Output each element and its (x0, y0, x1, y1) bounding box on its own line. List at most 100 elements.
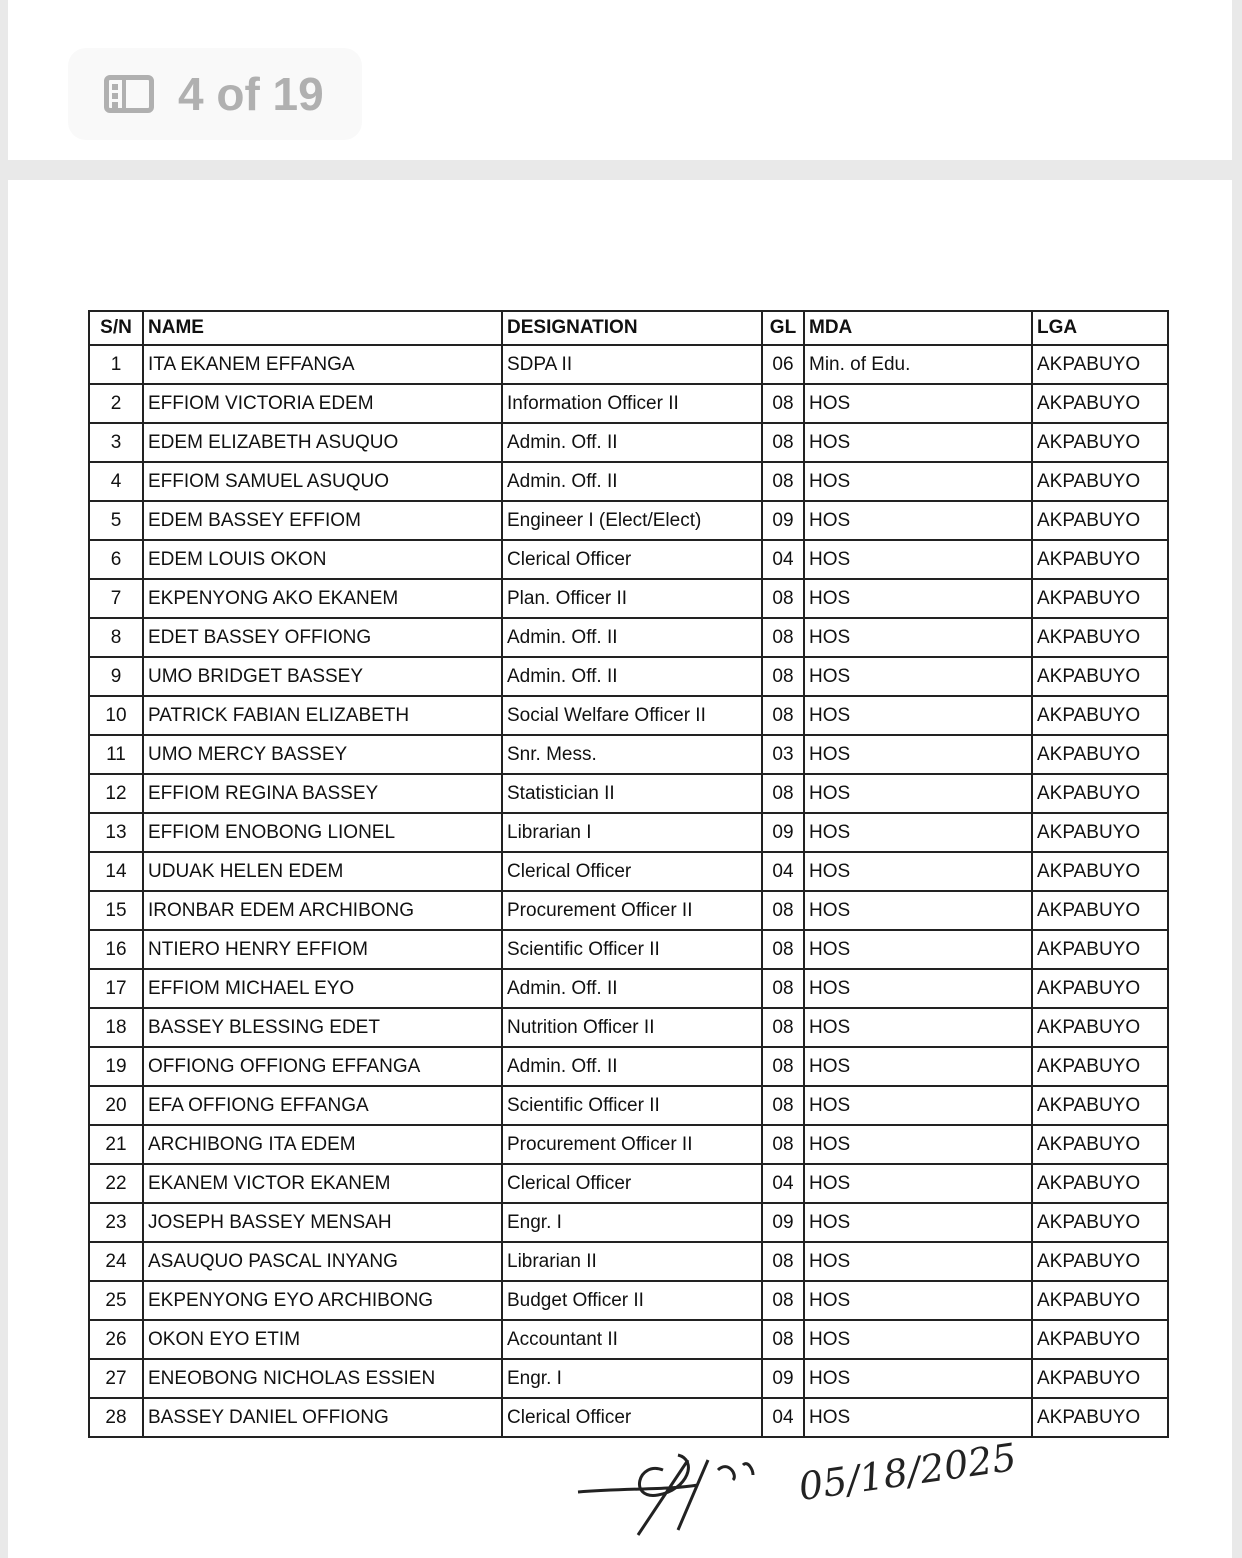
cell-designation: Clerical Officer (501, 539, 763, 580)
cell-name: UDUAK HELEN EDEM (142, 851, 503, 892)
cell-mda: HOS (803, 383, 1033, 424)
cell-gl: 08 (761, 1319, 805, 1360)
cell-sn: 17 (88, 968, 144, 1009)
cell-gl: 06 (761, 344, 805, 385)
cell-gl: 08 (761, 461, 805, 502)
cell-lga: AKPABUYO (1031, 383, 1169, 424)
cell-name: JOSEPH BASSEY MENSAH (142, 1202, 503, 1243)
cell-lga: AKPABUYO (1031, 422, 1169, 463)
cell-mda: HOS (803, 734, 1033, 775)
cell-name: OFFIONG OFFIONG EFFANGA (142, 1046, 503, 1087)
cell-designation: Clerical Officer (501, 1163, 763, 1204)
cell-designation: Admin. Off. II (501, 968, 763, 1009)
cell-gl: 08 (761, 578, 805, 619)
cell-designation: SDPA II (501, 344, 763, 385)
cell-mda: HOS (803, 461, 1033, 502)
cell-name: UMO MERCY BASSEY (142, 734, 503, 775)
cell-gl: 08 (761, 968, 805, 1009)
cell-designation: Procurement Officer II (501, 1124, 763, 1165)
cell-gl: 08 (761, 422, 805, 463)
header-lga: LGA (1031, 310, 1169, 346)
cell-mda: HOS (803, 1085, 1033, 1126)
cell-gl: 08 (761, 773, 805, 814)
cell-name: EDEM LOUIS OKON (142, 539, 503, 580)
cell-mda: HOS (803, 890, 1033, 931)
cell-gl: 08 (761, 383, 805, 424)
cell-sn: 24 (88, 1241, 144, 1282)
cell-name: ENEOBONG NICHOLAS ESSIEN (142, 1358, 503, 1399)
cell-gl: 08 (761, 695, 805, 736)
cell-sn: 28 (88, 1397, 144, 1438)
cell-name: EFFIOM ENOBONG LIONEL (142, 812, 503, 853)
cell-mda: HOS (803, 1358, 1033, 1399)
cell-name: EDET BASSEY OFFIONG (142, 617, 503, 658)
table-row: 28 BASSEY DANIEL OFFIONG Clerical Officer 0… (88, 1397, 1169, 1438)
cell-mda: HOS (803, 773, 1033, 814)
table-row: 4 EFFIOM SAMUEL ASUQUO Admin. Off. II 08 HOS… (88, 461, 1169, 502)
cell-gl: 04 (761, 851, 805, 892)
header-designation: DESIGNATION (501, 310, 763, 346)
cell-mda: HOS (803, 1007, 1033, 1048)
cell-designation: Accountant II (501, 1319, 763, 1360)
cell-designation: Librarian I (501, 812, 763, 853)
cell-name: EKPENYONG EYO ARCHIBONG (142, 1280, 503, 1321)
cell-name: EKANEM VICTOR EKANEM (142, 1163, 503, 1204)
cell-sn: 27 (88, 1358, 144, 1399)
cell-name: BASSEY DANIEL OFFIONG (142, 1397, 503, 1438)
cell-designation: Procurement Officer II (501, 890, 763, 931)
cell-name: IRONBAR EDEM ARCHIBONG (142, 890, 503, 931)
table-row: 7 EKPENYONG AKO EKANEM Plan. Officer II 08 H… (88, 578, 1169, 619)
cell-name: EDEM ELIZABETH ASUQUO (142, 422, 503, 463)
cell-gl: 08 (761, 1241, 805, 1282)
cell-lga: AKPABUYO (1031, 1319, 1169, 1360)
header-gl: GL (761, 310, 805, 346)
table-row: 18 BASSEY BLESSING EDET Nutrition Officer … (88, 1007, 1169, 1048)
table-row: 24 ASAUQUO PASCAL INYANG Librarian II 08 HOS… (88, 1241, 1169, 1282)
header-sn: S/N (88, 310, 144, 346)
cell-lga: AKPABUYO (1031, 656, 1169, 697)
cell-designation: Nutrition Officer II (501, 1007, 763, 1048)
cell-name: EFFIOM VICTORIA EDEM (142, 383, 503, 424)
cell-sn: 11 (88, 734, 144, 775)
table-row: 22 EKANEM VICTOR EKANEM Clerical Officer 04… (88, 1163, 1169, 1204)
cell-mda: HOS (803, 1241, 1033, 1282)
table-row: 13 EFFIOM ENOBONG LIONEL Librarian I 09 HOS A… (88, 812, 1169, 853)
cell-lga: AKPABUYO (1031, 1046, 1169, 1087)
cell-designation: Budget Officer II (501, 1280, 763, 1321)
cell-designation: Information Officer II (501, 383, 763, 424)
cell-sn: 2 (88, 383, 144, 424)
cell-mda: HOS (803, 695, 1033, 736)
cell-sn: 9 (88, 656, 144, 697)
cell-name: BASSEY BLESSING EDET (142, 1007, 503, 1048)
cell-gl: 08 (761, 1007, 805, 1048)
cell-lga: AKPABUYO (1031, 1241, 1169, 1282)
cell-sn: 7 (88, 578, 144, 619)
cell-gl: 09 (761, 812, 805, 853)
table-row: 19 OFFIONG OFFIONG EFFANGA Admin. Off. II 0… (88, 1046, 1169, 1087)
cell-gl: 09 (761, 500, 805, 541)
cell-designation: Clerical Officer (501, 851, 763, 892)
cell-lga: AKPABUYO (1031, 929, 1169, 970)
cell-mda: HOS (803, 1319, 1033, 1360)
page-indicator-text: 4 of 19 (178, 68, 324, 120)
cell-gl: 08 (761, 617, 805, 658)
cell-designation: Admin. Off. II (501, 617, 763, 658)
cell-designation: Clerical Officer (501, 1397, 763, 1438)
cell-sn: 26 (88, 1319, 144, 1360)
cell-name: PATRICK FABIAN ELIZABETH (142, 695, 503, 736)
cell-gl: 04 (761, 1163, 805, 1204)
cell-designation: Admin. Off. II (501, 461, 763, 502)
cell-lga: AKPABUYO (1031, 968, 1169, 1009)
table-row: 26 OKON EYO ETIM Accountant II 08 HOS AKPABUY… (88, 1319, 1169, 1360)
cell-mda: HOS (803, 1163, 1033, 1204)
cell-mda: HOS (803, 812, 1033, 853)
cell-sn: 18 (88, 1007, 144, 1048)
cell-gl: 08 (761, 890, 805, 931)
cell-designation: Engineer I (Elect/Elect) (501, 500, 763, 541)
page-indicator-button[interactable]: 4 of 19 (68, 48, 362, 140)
table-row: 15 IRONBAR EDEM ARCHIBONG Procurement Offi… (88, 890, 1169, 931)
cell-name: EFFIOM MICHAEL EYO (142, 968, 503, 1009)
cell-gl: 04 (761, 539, 805, 580)
table-row: 21 ARCHIBONG ITA EDEM Procurement Officer … (88, 1124, 1169, 1165)
cell-mda: HOS (803, 656, 1033, 697)
